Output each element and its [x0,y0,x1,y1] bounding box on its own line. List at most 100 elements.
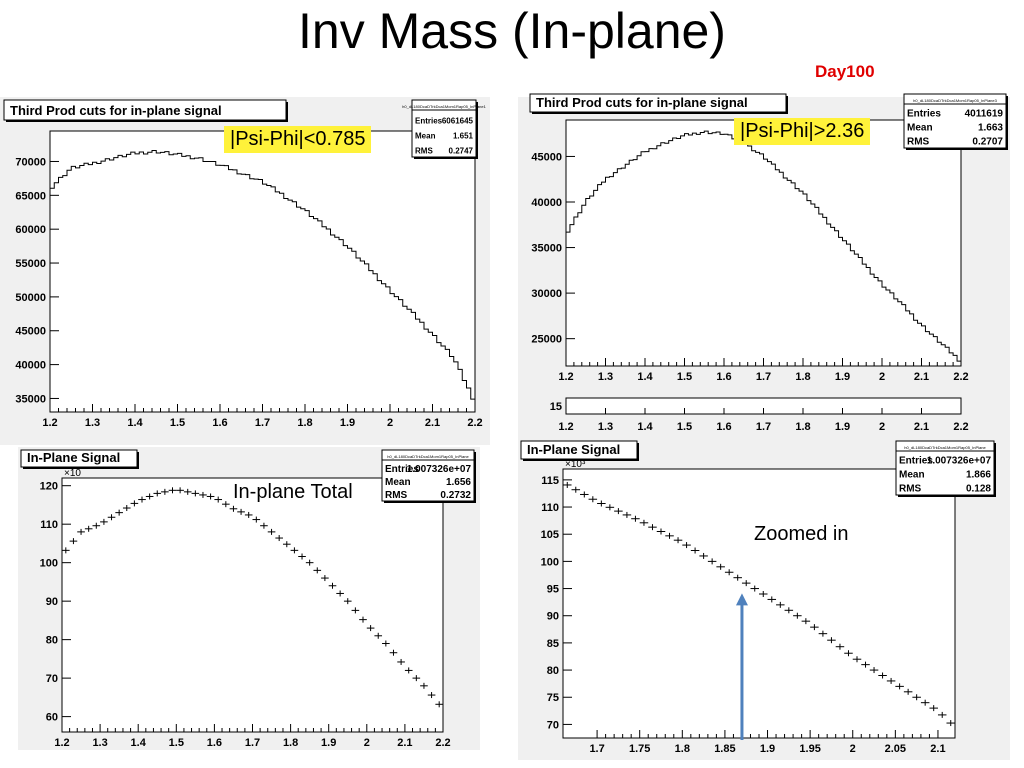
p3-plot-area [61,477,444,733]
p2-strip-xtick-label: 1.5 [677,421,692,433]
p1-stats-name: h0_dL180DcaDTrkDca1Mom1Rap05_InPlane1 [402,104,486,109]
p2-xtick-label: 2 [879,371,885,383]
p1-xtick-label: 2.1 [425,417,440,429]
p3-xtick-label: 1.5 [169,737,184,749]
slide-title: Inv Mass (In-plane) [298,3,726,59]
p2-ytick-label: 40000 [531,197,562,209]
p3-ytick-label: 80 [46,635,58,647]
p3-yscale-label: ×10 [64,468,81,479]
p2-stats-value: 1.663 [978,123,1003,134]
p3-ytick-label: 60 [46,712,58,724]
p4-title-box [520,440,638,460]
p3-xtick-label: 2.1 [397,737,412,749]
p2-strip-xtick-label: 2 [879,421,885,433]
p2-strip-xtick-label: 1.2 [558,421,573,433]
p1-ytick-label: 40000 [15,360,46,372]
p1-xtick-label: 1.8 [297,417,312,429]
p3-title-box [20,449,138,468]
p4-xtick-label: 1.95 [799,743,820,755]
day-label: Day100 [815,62,875,81]
p2-xtick-label: 1.3 [598,371,613,383]
p3-title: In-Plane Signal [27,450,120,465]
p4-ytick-label: 80 [547,665,559,677]
p4-ytick-label: 75 [547,692,559,704]
p1-stats-value: 1.651 [453,131,474,140]
p4-plot-area [562,468,956,739]
p1-xtick-label: 1.7 [255,417,270,429]
p2-strip-label: 15 [550,401,562,413]
p1-plot-area [49,130,476,413]
p2-xtick-label: 1.5 [677,371,692,383]
p1-title: Third Prod cuts for in-plane signal [10,103,222,118]
p3-xtick-label: 1.9 [321,737,336,749]
p2-title: Third Prod cuts for in-plane signal [536,95,748,110]
p3-xtick-label: 1.8 [283,737,298,749]
p3-xtick-label: 2.2 [435,737,450,749]
p4-ytick-label: 115 [541,475,559,487]
p2-xtick-label: 2.1 [914,371,929,383]
p3-ytick-label: 100 [40,558,58,570]
p2-xtick-label: 1.4 [637,371,653,383]
p4-stats-key: Mean [899,470,925,481]
p1-xtick-label: 1.2 [42,417,57,429]
p1-stats-key: RMS [415,146,433,155]
p4-xtick-label: 1.75 [629,743,650,755]
p4-stats-value: 1.007326e+07 [927,456,992,467]
p4-xtick-label: 1.9 [760,743,775,755]
p2-ytick-label: 25000 [531,334,562,346]
p4-xtick-label: 2.05 [885,743,906,755]
p2-strip-xtick-label: 1.7 [756,421,771,433]
p2-stats-key: Mean [907,123,933,134]
p2-xtick-label: 1.6 [716,371,731,383]
p4-stats-value: 1.866 [966,470,991,481]
p4-ytick-label: 70 [547,719,559,731]
p3-stats-value: 0.2732 [440,490,471,501]
p4-stats-key: Entries [899,456,933,467]
p3-stats-box [381,449,475,502]
p4-xtick-label: 1.7 [589,743,604,755]
p1-ytick-label: 60000 [15,224,46,236]
p1-ytick-label: 55000 [15,258,46,270]
p1-ytick-label: 45000 [15,326,46,338]
p2-strip-xtick-label: 1.9 [835,421,850,433]
p4-ytick-label: 95 [547,584,559,596]
p3-ytick-label: 120 [40,481,58,493]
p3-stats-key: RMS [385,490,408,501]
p3-xtick-label: 1.3 [92,737,107,749]
p2-xtick-label: 2.2 [953,371,968,383]
p3-stats-key: Entries [385,464,419,475]
p1-stats-key: Entries [415,116,443,125]
p2-strip-xtick-label: 1.3 [598,421,613,433]
p1-xtick-label: 2.2 [467,417,482,429]
p2-strip-xtick-label: 2.1 [914,421,929,433]
p1-ytick-label: 35000 [15,393,46,405]
p2-ytick-label: 45000 [531,151,562,163]
p3-xtick-label: 1.4 [131,737,147,749]
p2-stats-box [903,93,1007,149]
p2-ytick-label: 35000 [531,243,562,255]
p2-strip-xtick-label: 1.8 [795,421,810,433]
p1-xtick-label: 1.6 [212,417,227,429]
p4-ytick-label: 105 [541,529,559,541]
p2-stats-value: 0.2707 [972,137,1003,148]
p1-series-line [49,150,476,412]
p1-xtick-label: 1.4 [127,417,143,429]
p2-ytick-label: 30000 [531,288,562,300]
p2-xtick-label: 1.9 [835,371,850,383]
p3-xtick-label: 1.6 [207,737,222,749]
p4-yscale-label: ×10³ [565,459,586,470]
p2-stats-key: RMS [907,137,930,148]
p4-ytick-label: 90 [547,611,559,623]
p4-ytick-label: 100 [541,556,559,568]
p3-ytick-label: 70 [46,673,58,685]
p3-xtick-label: 1.2 [54,737,69,749]
p4-stats-key: RMS [899,484,922,495]
p1-xtick-label: 2 [387,417,393,429]
p1-ytick-label: 65000 [15,190,46,202]
p1-stats-value: 6061645 [442,116,474,125]
zoom-annotation: Zoomed in [754,523,849,545]
p3-stats-value: 1.656 [446,477,471,488]
p3-stats-name: h0_dL180DcaDTrkDca1Mom1Rap05_InPlane [387,454,469,459]
p3-ytick-label: 110 [40,519,58,531]
